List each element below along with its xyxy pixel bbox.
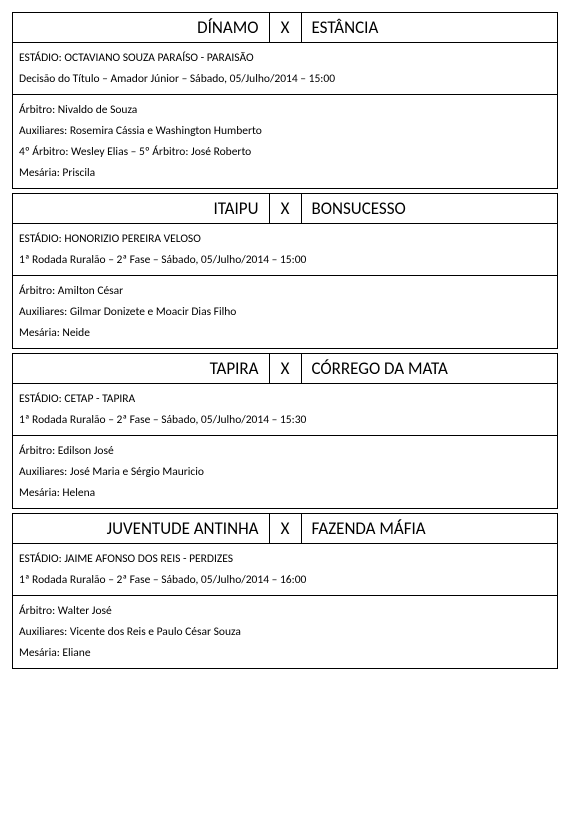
venue-line: ESTÁDIO: CETAP - TAPIRA [19, 392, 551, 406]
assistants-line: Auxiliares: Rosemira Cássia e Washington… [19, 124, 551, 138]
vs-label: X [270, 514, 302, 543]
referee-line: Árbitro: Nivaldo de Souza [19, 103, 551, 117]
venue-line: ESTÁDIO: JAIME AFONSO DOS REIS - PERDIZE… [19, 552, 551, 566]
venue-section: ESTÁDIO: JAIME AFONSO DOS REIS - PERDIZE… [13, 544, 557, 596]
team-away: FAZENDA MÁFIA [302, 514, 558, 543]
round-line: 1ª Rodada Ruralão – 2ª Fase – Sábado, 05… [19, 413, 551, 427]
mesaria-line: Mesária: Neide [19, 326, 551, 340]
match-header: TAPIRAXCÓRREGO DA MATA [13, 354, 557, 384]
match-block: ITAIPUXBONSUCESSOESTÁDIO: HONORIZIO PERE… [12, 193, 558, 349]
officials-section: Árbitro: Nivaldo de Souza Auxiliares: Ros… [13, 95, 557, 188]
officials-section: Árbitro: Walter José Auxiliares: Vicente … [13, 596, 557, 668]
match-header: ITAIPUXBONSUCESSO [13, 194, 557, 224]
referee-line: Árbitro: Walter José [19, 604, 551, 618]
venue-section: ESTÁDIO: HONORIZIO PEREIRA VELOSO 1ª Roda… [13, 224, 557, 276]
mesaria-line: Mesária: Priscila [19, 166, 551, 180]
vs-label: X [270, 354, 302, 383]
match-block: JUVENTUDE ANTINHAXFAZENDA MÁFIA ESTÁDIO: … [12, 513, 558, 669]
venue-section: ESTÁDIO: OCTAVIANO SOUZA PARAÍSO - PARAI… [13, 43, 557, 95]
team-home: JUVENTUDE ANTINHA [13, 514, 270, 543]
round-line: Decisão do Título – Amador Júnior – Sába… [19, 72, 551, 86]
vs-label: X [270, 194, 302, 223]
match-header: DÍNAMOXESTÂNCIA [13, 13, 557, 43]
mesaria-line: Mesária: Eliane [19, 646, 551, 660]
officials-section: Árbitro: Amilton César Auxiliares: Gilmar… [13, 276, 557, 348]
team-away: CÓRREGO DA MATA [302, 354, 558, 383]
team-home: DÍNAMO [13, 13, 270, 42]
assistants-line: Auxiliares: Vicente dos Reis e Paulo Cés… [19, 625, 551, 639]
assistants-line: Auxiliares: José Maria e Sérgio Mauricio [19, 465, 551, 479]
venue-section: ESTÁDIO: CETAP - TAPIRA 1ª Rodada Ruralão… [13, 384, 557, 436]
vs-label: X [270, 13, 302, 42]
match-block: TAPIRAXCÓRREGO DA MATAESTÁDIO: CETAP - T… [12, 353, 558, 509]
referee-line: Árbitro: Amilton César [19, 284, 551, 298]
team-away: BONSUCESSO [302, 194, 558, 223]
venue-line: ESTÁDIO: OCTAVIANO SOUZA PARAÍSO - PARAI… [19, 51, 551, 65]
assistants-line: Auxiliares: Gilmar Donizete e Moacir Dia… [19, 305, 551, 319]
match-header: JUVENTUDE ANTINHAXFAZENDA MÁFIA [13, 514, 557, 544]
fourth-official-line: 4º Árbitro: Wesley Elias – 5º Árbitro: J… [19, 145, 551, 159]
mesaria-line: Mesária: Helena [19, 486, 551, 500]
round-line: 1ª Rodada Ruralão – 2ª Fase – Sábado, 05… [19, 573, 551, 587]
match-block: DÍNAMOXESTÂNCIA ESTÁDIO: OCTAVIANO SOUZA … [12, 12, 558, 189]
venue-line: ESTÁDIO: HONORIZIO PEREIRA VELOSO [19, 232, 551, 246]
round-line: 1ª Rodada Ruralão – 2ª Fase – Sábado, 05… [19, 253, 551, 267]
team-away: ESTÂNCIA [302, 13, 558, 42]
team-home: ITAIPU [13, 194, 270, 223]
officials-section: Árbitro: Edilson José Auxiliares: José Ma… [13, 436, 557, 508]
referee-line: Árbitro: Edilson José [19, 444, 551, 458]
team-home: TAPIRA [13, 354, 270, 383]
matches-container: DÍNAMOXESTÂNCIAESTÁDIO: OCTAVIANO SOUZA … [12, 12, 558, 669]
